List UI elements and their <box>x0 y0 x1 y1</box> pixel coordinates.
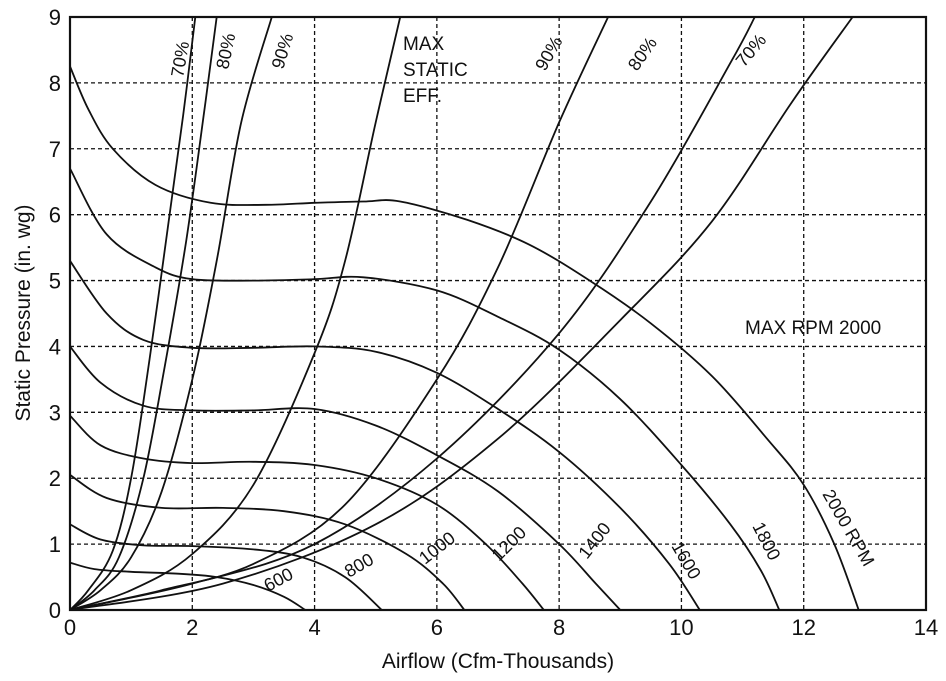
x-tick-label: 10 <box>669 615 693 640</box>
max-rpm-label: MAX RPM 2000 <box>745 318 881 339</box>
rpm-curve-1800 <box>69 168 781 611</box>
rpm-label-1800: 1800 <box>748 519 784 564</box>
x-tick-label: 6 <box>431 615 443 640</box>
y-tick-label: 0 <box>49 598 61 623</box>
max-static-eff-line1: MAX <box>403 34 445 55</box>
rpm-curve-600 <box>69 561 306 611</box>
rpm-label-800: 800 <box>341 549 377 581</box>
efficiency-curve-5 <box>69 16 756 611</box>
y-axis-label: Static Pressure (in. wg) <box>12 204 35 421</box>
eff-label-90-right: 90% <box>531 33 566 74</box>
efficiency-curve-0 <box>69 16 197 611</box>
efficiency-curve-2 <box>69 16 273 611</box>
curves <box>69 16 860 611</box>
rpm-curve-1200 <box>69 414 545 611</box>
y-tick-label: 9 <box>49 5 61 30</box>
y-tick-label: 7 <box>49 137 61 162</box>
efficiency-curve-3 <box>69 16 402 611</box>
eff-label-80-right: 80% <box>624 33 661 74</box>
rpm-label-1600: 1600 <box>668 538 705 583</box>
rpm-curve-800 <box>69 523 383 611</box>
rpm-curve-1600 <box>69 260 701 611</box>
eff-label-90-left: 90% <box>268 31 298 71</box>
y-tick-label: 8 <box>49 71 61 96</box>
y-tick-label: 6 <box>49 203 61 228</box>
max-static-eff-line3: EFF. <box>403 86 442 107</box>
x-tick-label: 12 <box>791 615 815 640</box>
max-static-eff-line2: STATIC <box>403 60 468 81</box>
y-tick-label: 4 <box>49 334 61 359</box>
rpm-label-600: 600 <box>260 564 296 596</box>
efficiency-curve-6 <box>69 16 854 611</box>
plot-frame <box>68 15 928 612</box>
x-tick-label: 4 <box>308 615 320 640</box>
efficiency-curve-1 <box>69 16 218 611</box>
y-tick-label: 1 <box>49 532 61 557</box>
rpm-label-1400: 1400 <box>574 519 614 563</box>
x-tick-label: 14 <box>914 615 938 640</box>
rpm-curve-1000 <box>69 474 466 611</box>
x-axis-label: Airflow (Cfm-Thousands) <box>382 650 614 673</box>
eff-label-80-left: 80% <box>212 31 239 70</box>
rpm-label-1200: 1200 <box>488 522 530 564</box>
x-tick-label: 2 <box>186 615 198 640</box>
rpm-curve-2000-rpm <box>69 66 860 611</box>
y-tick-label: 2 <box>49 466 61 491</box>
grid <box>70 17 926 610</box>
eff-label-70-right: 70% <box>732 30 770 70</box>
x-tick-label: 8 <box>553 615 565 640</box>
y-tick-label: 3 <box>49 400 61 425</box>
x-tick-label: 0 <box>64 615 76 640</box>
y-tick-label: 5 <box>49 269 61 294</box>
rpm-label-1000: 1000 <box>415 528 459 568</box>
